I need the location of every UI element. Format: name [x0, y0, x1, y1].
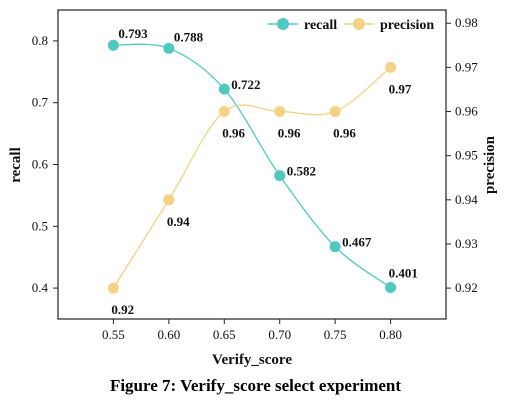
- right-tick-label: 0.95: [455, 148, 478, 163]
- recall-data-label: 0.401: [389, 265, 418, 280]
- x-axis-title: Verify_score: [212, 352, 292, 368]
- precision-line: [112, 66, 391, 289]
- precision-point: [218, 106, 230, 118]
- right-tick-label: 0.97: [455, 59, 478, 74]
- recall-point: [163, 42, 175, 54]
- x-tick-label: 0.65: [213, 327, 236, 342]
- series-layer: [107, 39, 397, 294]
- recall-point: [218, 83, 230, 95]
- legend-recall-marker: [277, 18, 289, 30]
- data-labels: 0.793 0.788 0.722 0.582 0.467 0.401 0.92 0.94 0.…: [111, 26, 417, 317]
- precision-point: [274, 106, 286, 118]
- legend: recall precision: [268, 18, 434, 33]
- precision-data-label: 0.96: [278, 126, 301, 141]
- left-tick-label: 0.4: [32, 280, 49, 295]
- recall-data-label: 0.722: [231, 77, 260, 92]
- x-axis: 0.55 0.60 0.65 0.70 0.75 0.80: [102, 319, 402, 342]
- left-tick-label: 0.7: [32, 95, 49, 110]
- recall-point: [329, 241, 341, 253]
- legend-precision-label: precision: [380, 18, 434, 33]
- chart-area: 0.4 0.5 0.6 0.7 0.8 0.92 0.93 0.94 0.95 0.96 0.97…: [8, 9, 498, 368]
- x-tick-label: 0.60: [157, 327, 180, 342]
- recall-data-label: 0.467: [342, 235, 372, 250]
- precision-point: [329, 106, 341, 118]
- x-tick-label: 0.70: [268, 327, 291, 342]
- right-tick-label: 0.94: [455, 192, 478, 207]
- legend-recall-label: recall: [304, 18, 337, 33]
- precision-data-label: 0.96: [222, 126, 245, 141]
- figure-caption: Figure 7: Verify_score select experiment: [109, 376, 402, 395]
- recall-point: [385, 281, 397, 293]
- x-tick-label: 0.80: [379, 327, 402, 342]
- precision-point: [107, 282, 119, 294]
- precision-point: [163, 194, 175, 206]
- right-axis-title: precision: [482, 135, 498, 194]
- precision-data-label: 0.94: [167, 214, 190, 229]
- recall-data-label: 0.788: [174, 29, 204, 44]
- recall-point: [274, 170, 286, 182]
- recall-point: [107, 39, 119, 51]
- legend-precision-marker: [353, 18, 365, 30]
- left-axis-title: recall: [8, 147, 24, 183]
- right-axis: 0.92 0.93 0.94 0.95 0.96 0.97 0.98: [446, 15, 478, 295]
- precision-point: [385, 61, 397, 73]
- recall-data-label: 0.582: [287, 164, 316, 179]
- left-tick-label: 0.6: [32, 157, 49, 172]
- precision-data-label: 0.92: [111, 302, 134, 317]
- x-tick-label: 0.55: [102, 327, 125, 342]
- left-tick-label: 0.8: [32, 33, 48, 48]
- right-tick-label: 0.92: [455, 280, 478, 295]
- recall-data-label: 0.793: [118, 26, 148, 41]
- right-tick-label: 0.98: [455, 15, 478, 30]
- left-tick-label: 0.5: [32, 218, 48, 233]
- precision-data-label: 0.97: [389, 81, 412, 96]
- left-axis: 0.4 0.5 0.6 0.7 0.8: [32, 33, 58, 295]
- precision-data-label: 0.96: [333, 126, 356, 141]
- right-tick-label: 0.96: [455, 104, 478, 119]
- right-tick-label: 0.93: [455, 236, 478, 251]
- x-tick-label: 0.75: [324, 327, 347, 342]
